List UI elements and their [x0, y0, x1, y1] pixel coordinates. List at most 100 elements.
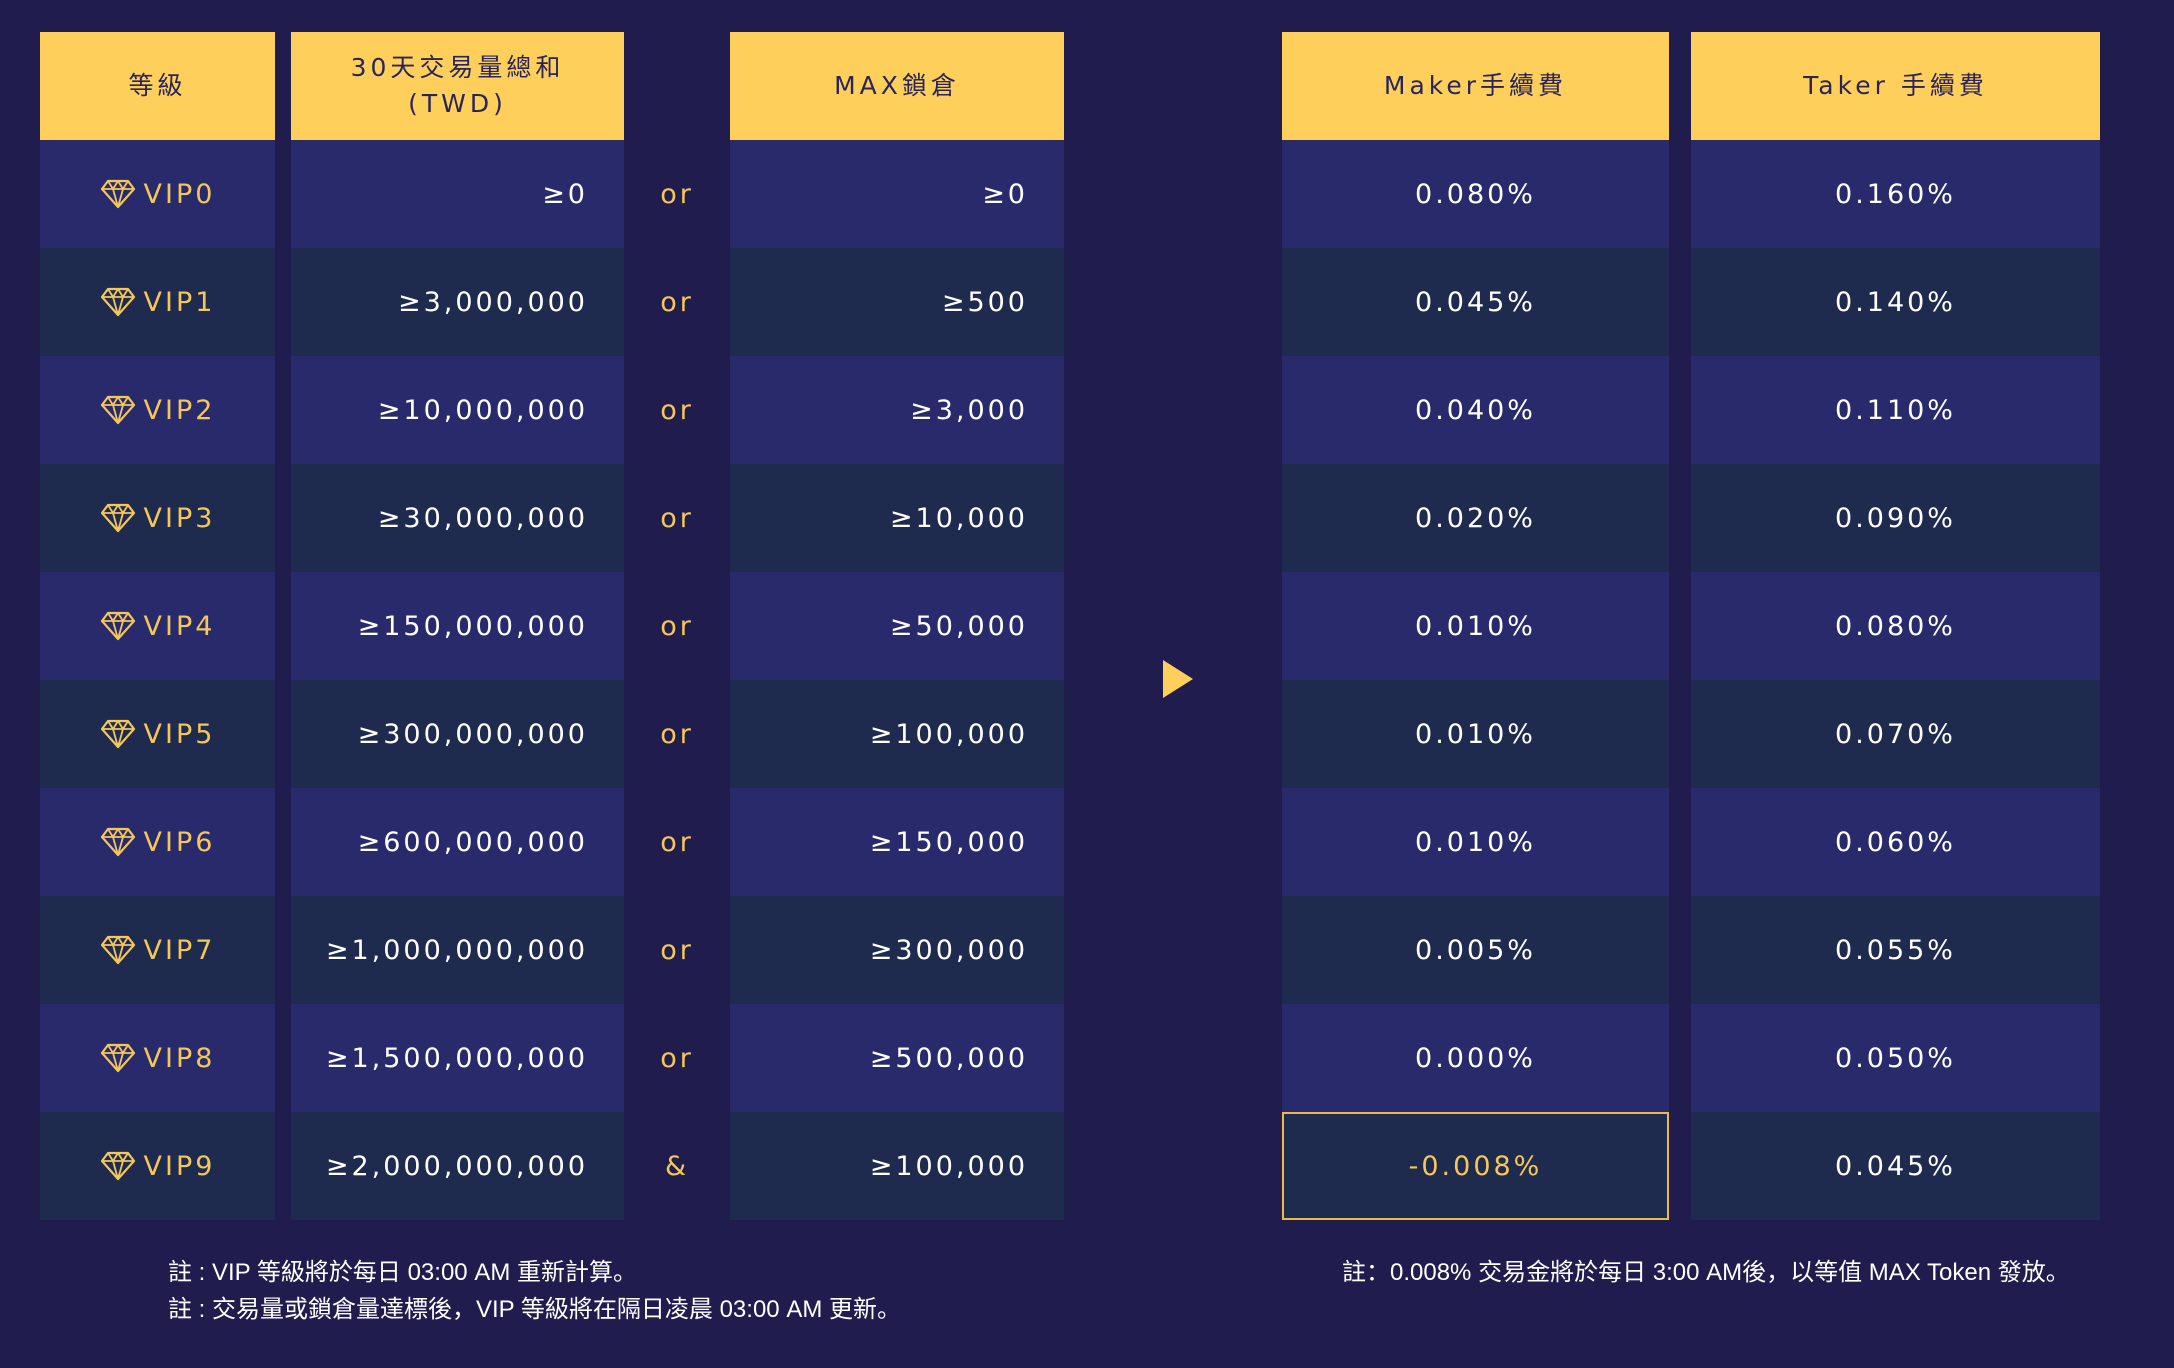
taker-fee-cell: 0.055% — [1691, 896, 2100, 1004]
taker-fee-cell: 0.045% — [1691, 1112, 2100, 1220]
diamond-icon — [100, 179, 136, 209]
header-lock: MAX鎖倉 — [730, 32, 1064, 140]
note-rebate: 註：0.008% 交易金將於每日 3:00 AM後，以等值 MAX Token … — [1342, 1259, 2070, 1286]
note-left: 註 : VIP 等級將於每日 03:00 AM 重新計算。 註 : 交易量或鎖倉… — [168, 1254, 901, 1328]
level-cell: VIP6 — [40, 788, 275, 896]
diamond-icon — [100, 503, 136, 533]
taker-fee-cell: 0.140% — [1691, 248, 2100, 356]
note-recalc: 註 : VIP 等級將於每日 03:00 AM 重新計算。 — [168, 1259, 637, 1286]
operator-cell: or — [660, 178, 694, 210]
diamond-icon — [100, 611, 136, 641]
lock-cell: ≥0 — [730, 140, 1064, 248]
level-cell: VIP1 — [40, 248, 275, 356]
taker-fee-cell: 0.050% — [1691, 1004, 2100, 1112]
level-label: VIP4 — [143, 610, 216, 642]
taker-fee-cell: 0.060% — [1691, 788, 2100, 896]
lock-cell: ≥100,000 — [730, 1112, 1064, 1220]
maker-fee-cell: 0.005% — [1282, 896, 1669, 1004]
maker-fee-cell: 0.045% — [1282, 248, 1669, 356]
operator-cell: or — [660, 934, 694, 966]
spacer-cell — [1064, 356, 1282, 464]
operator-cell: or — [660, 826, 694, 858]
spacer-cell — [1064, 896, 1282, 1004]
volume-cell: ≥30,000,000 — [291, 464, 624, 572]
level-label: VIP3 — [143, 502, 216, 534]
maker-fee-cell: 0.020% — [1282, 464, 1669, 572]
spacer-cell — [1064, 140, 1282, 248]
diamond-icon — [100, 719, 136, 749]
play-arrow-icon — [1163, 660, 1193, 698]
diamond-icon — [100, 287, 136, 317]
header-taker: Taker 手續費 — [1691, 32, 2100, 140]
diamond-icon — [100, 395, 136, 425]
operator-cell: or — [660, 394, 694, 426]
vip-fee-table: 等級 30天交易量總和 (TWD) MAX鎖倉 Maker手續費 Taker 手… — [40, 32, 2100, 1220]
lock-cell: ≥50,000 — [730, 572, 1064, 680]
taker-fee-cell: 0.070% — [1691, 680, 2100, 788]
lock-cell: ≥3,000 — [730, 356, 1064, 464]
header-arrow-spacer — [1064, 32, 1282, 140]
operator-cell: or — [660, 1042, 694, 1074]
diamond-icon — [100, 1151, 136, 1181]
volume-cell: ≥10,000,000 — [291, 356, 624, 464]
lock-cell: ≥150,000 — [730, 788, 1064, 896]
taker-fee-cell: 0.110% — [1691, 356, 2100, 464]
volume-cell: ≥1,000,000,000 — [291, 896, 624, 1004]
taker-fee-cell: 0.080% — [1691, 572, 2100, 680]
level-label: VIP5 — [143, 718, 216, 750]
maker-fee-cell: 0.010% — [1282, 680, 1669, 788]
note-right: 註：0.008% 交易金將於每日 3:00 AM後，以等值 MAX Token … — [1342, 1254, 2070, 1291]
operator-cell: or — [660, 718, 694, 750]
lock-cell: ≥100,000 — [730, 680, 1064, 788]
operator-cell: or — [660, 610, 694, 642]
volume-cell: ≥300,000,000 — [291, 680, 624, 788]
maker-fee-cell: 0.040% — [1282, 356, 1669, 464]
level-cell: VIP8 — [40, 1004, 275, 1112]
level-label: VIP2 — [143, 394, 216, 426]
level-cell: VIP3 — [40, 464, 275, 572]
level-label: VIP0 — [143, 178, 216, 210]
level-cell: VIP4 — [40, 572, 275, 680]
lock-cell: ≥10,000 — [730, 464, 1064, 572]
operator-cell: or — [660, 286, 694, 318]
header-maker: Maker手續費 — [1282, 32, 1669, 140]
level-label: VIP1 — [143, 286, 216, 318]
volume-cell: ≥150,000,000 — [291, 572, 624, 680]
note-update: 註 : 交易量或鎖倉量達標後，VIP 等級將在隔日凌晨 03:00 AM 更新。 — [168, 1296, 901, 1323]
volume-cell: ≥2,000,000,000 — [291, 1112, 624, 1220]
spacer-cell — [1064, 788, 1282, 896]
maker-fee-cell: -0.008% — [1282, 1112, 1669, 1220]
level-cell: VIP9 — [40, 1112, 275, 1220]
taker-fee-cell: 0.090% — [1691, 464, 2100, 572]
taker-fee-cell: 0.160% — [1691, 140, 2100, 248]
maker-fee-cell: 0.080% — [1282, 140, 1669, 248]
level-label: VIP6 — [143, 826, 216, 858]
level-label: VIP7 — [143, 934, 216, 966]
lock-cell: ≥300,000 — [730, 896, 1064, 1004]
volume-cell: ≥0 — [291, 140, 624, 248]
level-label: VIP8 — [143, 1042, 216, 1074]
volume-cell: ≥3,000,000 — [291, 248, 624, 356]
header-level: 等級 — [40, 32, 275, 140]
lock-cell: ≥500,000 — [730, 1004, 1064, 1112]
diamond-icon — [100, 935, 136, 965]
lock-cell: ≥500 — [730, 248, 1064, 356]
spacer-cell — [1064, 1004, 1282, 1112]
level-cell: VIP5 — [40, 680, 275, 788]
maker-fee-cell: 0.010% — [1282, 572, 1669, 680]
header-volume: 30天交易量總和 (TWD) — [291, 32, 624, 140]
volume-cell: ≥1,500,000,000 — [291, 1004, 624, 1112]
maker-fee-cell: 0.010% — [1282, 788, 1669, 896]
level-cell: VIP7 — [40, 896, 275, 1004]
operator-cell: or — [660, 502, 694, 534]
diamond-icon — [100, 1043, 136, 1073]
header-spacer — [624, 32, 730, 140]
operator-cell: & — [664, 1150, 690, 1182]
level-cell: VIP0 — [40, 140, 275, 248]
spacer-cell — [1064, 248, 1282, 356]
volume-cell: ≥600,000,000 — [291, 788, 624, 896]
level-cell: VIP2 — [40, 356, 275, 464]
maker-fee-cell: 0.000% — [1282, 1004, 1669, 1112]
level-label: VIP9 — [143, 1150, 216, 1182]
spacer-cell — [1064, 1112, 1282, 1220]
